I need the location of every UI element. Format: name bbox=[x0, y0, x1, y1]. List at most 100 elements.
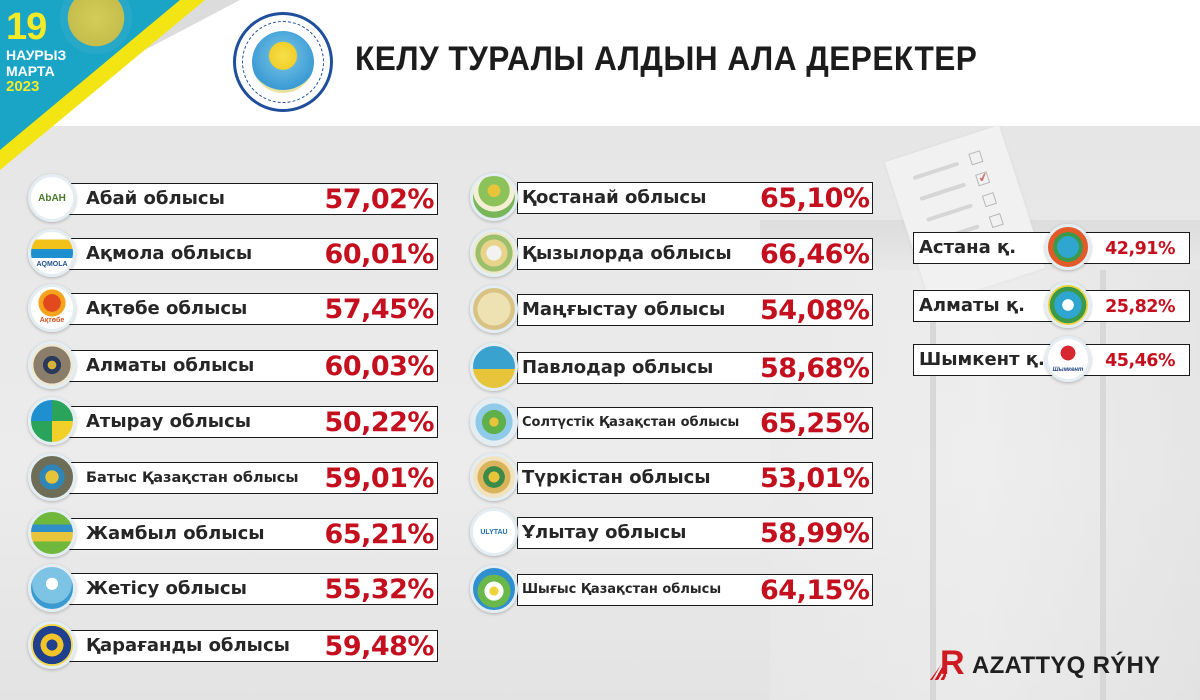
region-box bbox=[68, 183, 438, 215]
cec-emblem-icon bbox=[233, 12, 333, 112]
region-name: Павлодар облысы bbox=[522, 357, 714, 378]
region-box bbox=[517, 574, 873, 606]
region-name: Түркістан облысы bbox=[522, 467, 711, 488]
city-percent: 42,91% bbox=[1105, 239, 1175, 259]
region-box bbox=[517, 352, 873, 384]
atyrau-logo-icon bbox=[28, 397, 76, 445]
region-percent: 59,01% bbox=[324, 463, 435, 494]
date-year: 2023 bbox=[6, 78, 40, 95]
region-row: Қостанай облысы 65,10% bbox=[0, 173, 880, 221]
region-percent: 55,32% bbox=[324, 574, 435, 605]
region-box bbox=[517, 238, 873, 270]
region-box bbox=[517, 182, 873, 214]
east-kazakhstan-logo-icon bbox=[470, 565, 518, 613]
region-name: Абай облысы bbox=[86, 188, 225, 209]
brand-name: AZATTYQ RÝHY bbox=[972, 652, 1161, 679]
region-percent: 57,02% bbox=[324, 184, 435, 215]
region-box bbox=[68, 462, 438, 494]
region-name: Алматы облысы bbox=[86, 355, 255, 376]
astana-logo-icon bbox=[1045, 224, 1091, 270]
region-name: Жетісу облысы bbox=[86, 578, 247, 599]
city-row: Алматы қ. 25,82% bbox=[0, 282, 1200, 328]
region-percent: 53,01% bbox=[760, 463, 870, 494]
kyzylorda-logo-icon bbox=[470, 229, 518, 277]
region-box bbox=[68, 630, 438, 662]
region-name: Жамбыл облысы bbox=[86, 523, 265, 544]
region-box bbox=[517, 407, 873, 439]
ulytau-logo-icon: ULYTAU bbox=[470, 508, 518, 556]
region-percent: 57,45% bbox=[324, 294, 435, 325]
city-name: Шымкент қ. bbox=[919, 349, 1045, 370]
region-percent: 59,48% bbox=[324, 631, 435, 662]
pavlodar-logo-icon bbox=[470, 343, 518, 391]
region-percent: 65,25% bbox=[760, 408, 870, 439]
abai-logo-icon: AbAH bbox=[28, 174, 76, 222]
region-name: Қызылорда облысы bbox=[522, 243, 732, 264]
almaty-city-logo-icon bbox=[1045, 282, 1091, 328]
city-name: Алматы қ. bbox=[919, 295, 1026, 316]
city-percent: 25,82% bbox=[1105, 297, 1175, 317]
page-title: КЕЛУ ТУРАЛЫ АЛДЫН АЛА ДЕРЕКТЕР bbox=[355, 40, 978, 78]
region-name: Маңғыстау облысы bbox=[522, 299, 726, 320]
region-percent: 58,99% bbox=[760, 518, 870, 549]
region-row: Қызылорда облысы 66,46% bbox=[0, 229, 880, 277]
region-name: Ақтөбе облысы bbox=[86, 298, 248, 319]
shymkent-logo-icon: Шымкент bbox=[1045, 336, 1091, 382]
region-row: Ақтөбе Ақтөбе облысы 57,45% bbox=[0, 284, 440, 332]
region-percent: 50,22% bbox=[324, 407, 435, 438]
azattyq-r-logo-icon: R bbox=[930, 646, 966, 680]
date-badge: 19 НАУРЫЗ МАРТА 2023 bbox=[0, 0, 240, 170]
region-name: Шығыс Қазақстан облысы bbox=[522, 582, 722, 597]
aqmola-logo-icon: AQMOLA bbox=[28, 229, 76, 277]
region-percent: 65,10% bbox=[760, 183, 870, 214]
region-percent: 66,46% bbox=[760, 239, 870, 270]
region-row: Шығыс Қазақстан облысы 64,15% bbox=[0, 565, 880, 613]
region-row: AQMOLA Ақмола облысы 60,01% bbox=[0, 229, 440, 277]
ballot-box-edge bbox=[930, 270, 936, 700]
region-box bbox=[517, 517, 873, 549]
region-row: Жетісу облысы 55,32% bbox=[0, 564, 440, 612]
region-box bbox=[68, 293, 438, 325]
north-kazakhstan-logo-icon bbox=[470, 398, 518, 446]
region-name: Батыс Қазақстан облысы bbox=[86, 470, 299, 486]
region-box bbox=[517, 462, 873, 494]
region-row: Батыс Қазақстан облысы 59,01% bbox=[0, 453, 440, 501]
city-percent: 45,46% bbox=[1105, 351, 1175, 371]
turkistan-logo-icon bbox=[470, 453, 518, 501]
region-percent: 58,68% bbox=[760, 353, 870, 384]
region-row: Маңғыстау облысы 54,08% bbox=[0, 285, 880, 333]
region-percent: 65,21% bbox=[324, 519, 435, 550]
date-day: 19 bbox=[6, 6, 47, 48]
zhambyl-logo-icon bbox=[28, 509, 76, 557]
almaty-region-logo-icon bbox=[28, 341, 76, 389]
kostanay-logo-icon bbox=[470, 173, 518, 221]
city-name: Астана қ. bbox=[919, 237, 1017, 258]
zhetisu-logo-icon bbox=[28, 564, 76, 612]
region-box bbox=[68, 350, 438, 382]
region-box bbox=[68, 406, 438, 438]
region-name: Қостанай облысы bbox=[522, 187, 707, 208]
region-percent: 60,01% bbox=[324, 239, 435, 270]
region-row: AbAH Абай облысы 57,02% bbox=[0, 174, 440, 222]
brand-logo: R AZATTYQ RÝHY bbox=[930, 646, 1161, 681]
region-name: Солтүстік Қазақстан облысы bbox=[522, 415, 740, 430]
region-box bbox=[517, 294, 873, 326]
west-kazakhstan-logo-icon bbox=[28, 453, 76, 501]
region-percent: 60,03% bbox=[324, 351, 435, 382]
region-name: Қарағанды облысы bbox=[86, 635, 290, 656]
region-row: Павлодар облысы 58,68% bbox=[0, 343, 880, 391]
karaganda-logo-icon bbox=[28, 621, 76, 669]
region-box bbox=[68, 573, 438, 605]
region-percent: 54,08% bbox=[760, 295, 870, 326]
region-name: Ақмола облысы bbox=[86, 243, 253, 264]
region-row: Солтүстік Қазақстан облысы 65,25% bbox=[0, 398, 880, 446]
region-name: Ұлытау облысы bbox=[522, 522, 687, 543]
aktobe-logo-icon: Ақтөбе bbox=[28, 284, 76, 332]
date-month-kz: НАУРЫЗ bbox=[6, 47, 67, 63]
region-name: Атырау облысы bbox=[86, 411, 252, 432]
region-box bbox=[68, 238, 438, 270]
region-row: Қарағанды облысы 59,48% bbox=[0, 621, 440, 669]
region-row: Алматы облысы 60,03% bbox=[0, 341, 440, 389]
city-row: Астана қ. 42,91% bbox=[0, 224, 1200, 270]
date-month-ru: МАРТА bbox=[6, 63, 55, 79]
